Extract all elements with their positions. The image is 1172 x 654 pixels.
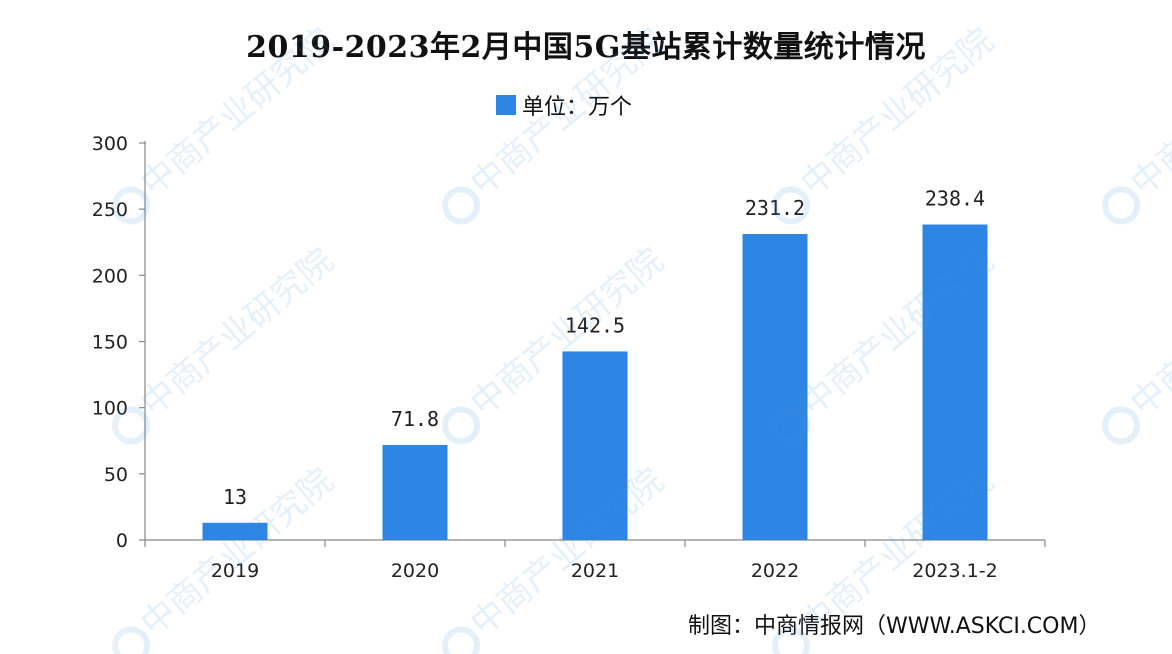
y-tick-label: 300 — [92, 133, 128, 155]
x-tick-label: 2021 — [571, 560, 619, 582]
legend-label: 单位：万个 — [522, 95, 633, 120]
svg-text:中商产业研究院: 中商产业研究院 — [1123, 21, 1172, 205]
bar — [742, 234, 808, 540]
data-label: 231.2 — [745, 196, 805, 220]
svg-text:中商产业研究院: 中商产业研究院 — [793, 21, 1001, 205]
watermark: 中商产业研究院 — [442, 461, 671, 654]
bar — [562, 351, 628, 540]
watermark: 中商产业研究院 — [1102, 241, 1172, 445]
watermark: 中商产业研究院 — [1102, 21, 1172, 225]
svg-text:中商产业研究院: 中商产业研究院 — [133, 241, 341, 425]
chart-title: 2019-2023年2月中国5G基站累计数量统计情况 — [246, 30, 926, 65]
x-tick-label: 2019 — [211, 560, 259, 582]
bar — [202, 522, 268, 540]
bar — [382, 444, 448, 540]
y-tick-label: 150 — [92, 332, 128, 354]
x-tick-label: 2020 — [391, 560, 439, 582]
y-tick-label: 200 — [92, 265, 128, 287]
y-tick-label: 50 — [104, 464, 128, 486]
watermark: 中商产业研究院 — [442, 21, 671, 225]
x-tick-label: 2023.1-2 — [912, 560, 997, 582]
bar — [922, 224, 988, 540]
y-tick-label: 0 — [116, 530, 128, 552]
watermark: 中商产业研究院 — [112, 241, 341, 445]
data-label: 142.5 — [565, 313, 625, 337]
y-tick-label: 250 — [92, 199, 128, 221]
svg-text:中商产业研究院: 中商产业研究院 — [133, 21, 341, 205]
watermark: 中商产业研究院 — [112, 21, 341, 225]
x-tick-label: 2022 — [751, 560, 799, 582]
data-label: 238.4 — [925, 187, 985, 211]
data-label: 71.8 — [391, 407, 439, 431]
watermark: 中商产业研究院 — [442, 241, 671, 445]
svg-text:中商产业研究院: 中商产业研究院 — [1123, 241, 1172, 425]
svg-text:中商产业研究院: 中商产业研究院 — [463, 21, 671, 205]
y-tick-label: 100 — [92, 398, 128, 420]
data-label: 13 — [223, 485, 247, 509]
legend-swatch — [496, 95, 516, 115]
source-credit: 制图：中商情报网（WWW.ASKCI.COM） — [688, 614, 1101, 639]
chart-legend: 单位：万个 — [496, 90, 632, 120]
